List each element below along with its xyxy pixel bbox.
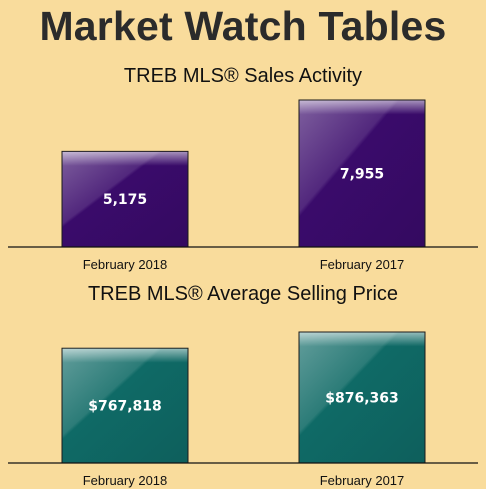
bar-highlight	[299, 100, 425, 115]
bar-february-2018	[61, 150, 189, 248]
x-tick-label: February 2017	[320, 257, 405, 272]
average-price-title: TREB MLS® Average Selling Price	[87, 283, 399, 305]
data-label: 5,175	[103, 192, 147, 208]
data-label: 7,955	[340, 167, 384, 183]
x-tick-label: February 2017	[320, 473, 405, 488]
data-label: $876,363	[325, 391, 399, 407]
x-tick-label: February 2018	[83, 257, 168, 272]
page-title: Market Watch Tables	[39, 3, 447, 49]
bar-highlight	[62, 151, 188, 166]
data-label: $767,818	[88, 399, 162, 415]
x-tick-label: February 2018	[83, 473, 168, 488]
bar-highlight	[299, 332, 425, 347]
bar-february-2017	[298, 99, 426, 248]
sales-activity-title: TREB MLS® Sales Activity	[123, 65, 363, 87]
bar-highlight	[62, 348, 188, 363]
bar-february-2017	[298, 331, 426, 464]
